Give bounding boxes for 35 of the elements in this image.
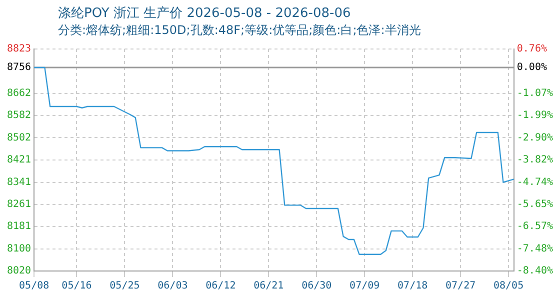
x-tick-label: 05/16: [62, 280, 92, 292]
y2-tick-label: -6.57%: [516, 221, 553, 232]
y-tick-label: 8582: [6, 110, 32, 122]
y2-tick-label: -1.07%: [516, 88, 553, 99]
y2-tick-label: -3.82%: [516, 154, 553, 166]
y-tick-label: 8502: [6, 132, 32, 144]
y-tick-label: 8181: [6, 221, 32, 232]
y-tick-label: 8341: [6, 176, 32, 188]
y2-tick-label: -4.74%: [516, 176, 553, 188]
y2-tick-label: -7.48%: [516, 243, 553, 254]
y2-tick-label: -8.40%: [516, 266, 553, 277]
y-tick-label: 8756: [6, 62, 32, 74]
x-tick-label: 06/03: [158, 280, 188, 292]
y-tick-label: 8261: [6, 198, 32, 210]
x-tick-label: 06/12: [206, 280, 236, 292]
x-tick-label: 06/21: [254, 280, 284, 292]
y2-tick-label: 0.76%: [516, 44, 547, 55]
y-tick-label: 8421: [6, 154, 32, 166]
x-tick-label: 07/27: [446, 280, 476, 292]
chart-subtitle: 分类:熔体纺;粗细:150D;孔数:48F;等级:优等品;颜色:白;色泽:半消光: [57, 22, 422, 39]
chart-title: 涤纶POY 浙江 生产价 2026-05-08 - 2026-08-06: [57, 5, 352, 22]
y2-tick-label: -2.90%: [516, 132, 553, 144]
y-tick-label: 8100: [6, 243, 32, 254]
y-tick-label: 8662: [6, 88, 32, 100]
x-tick-label: 07/09: [350, 280, 380, 292]
y2-tick-label: -5.65%: [516, 198, 553, 210]
y2-tick-label: 0.00%: [516, 62, 547, 74]
x-tick-label: 08/05: [493, 280, 524, 292]
y-tick-label: 8823: [6, 44, 32, 55]
x-tick-label: 07/18: [398, 280, 428, 292]
x-tick-label: 06/30: [302, 280, 332, 292]
y-tick-label: 8020: [6, 266, 32, 277]
x-tick-label: 05/08: [19, 280, 50, 292]
y2-tick-label: -1.99%: [516, 110, 553, 122]
x-tick-label: 05/25: [110, 280, 140, 292]
